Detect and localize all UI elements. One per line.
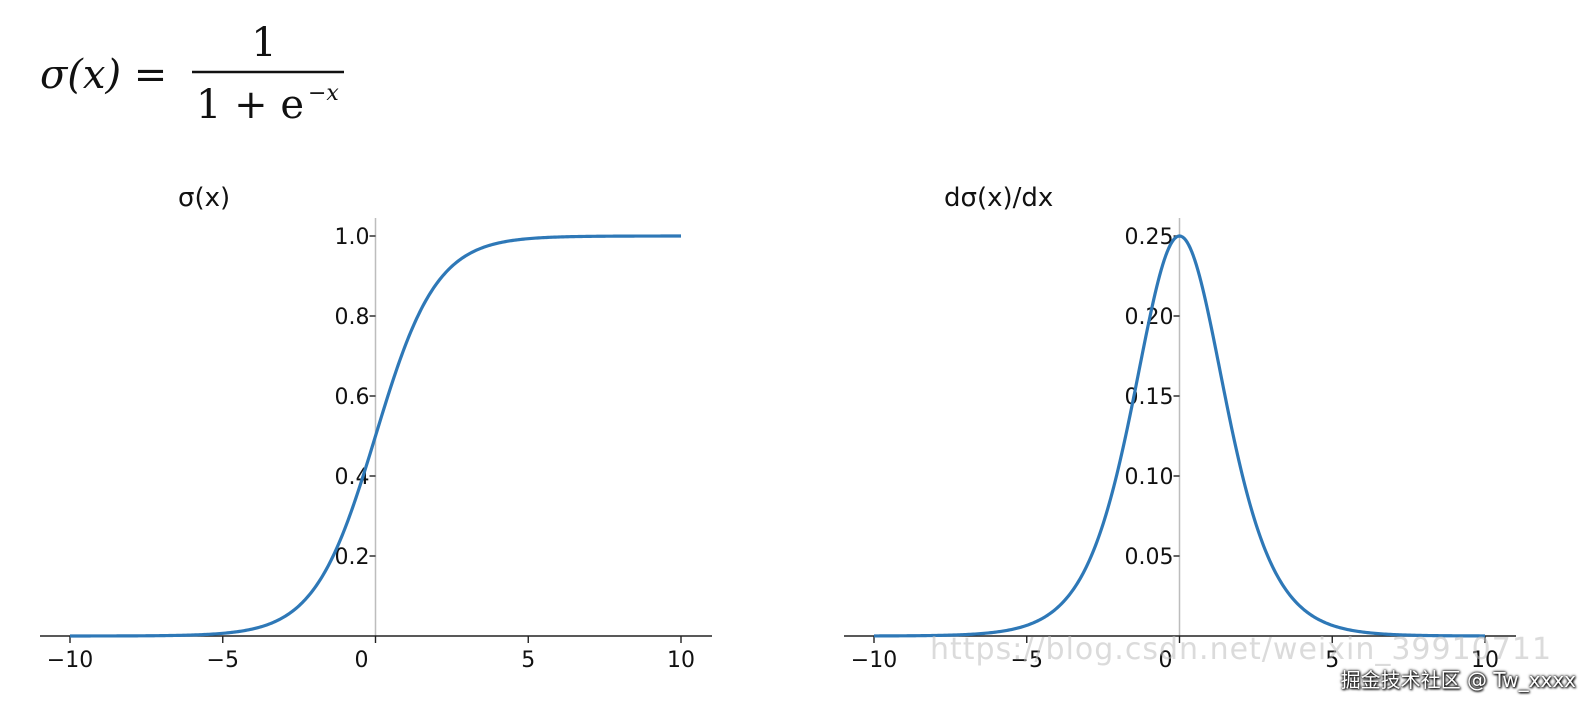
x-tick-label: −10 [47, 648, 93, 673]
x-tick-label: 0 [355, 648, 369, 673]
sigmoid-chart: σ(x) −10 −5 0 5 100.20.40.60.81.0 [40, 183, 712, 673]
watermark: https://blog.csdn.net/weixin_39910711 [930, 632, 1553, 667]
formula-denominator: 1 + e [196, 82, 304, 128]
x-tick-label: −5 [1011, 648, 1043, 673]
credit-label: 掘金技术社区 @ Tw_xxxx [1340, 668, 1576, 692]
x-tick-label: 0 [1159, 648, 1173, 673]
formula-lhs: σ(x) = [40, 52, 167, 98]
y-tick-label: 0.6 [335, 385, 370, 410]
y-tick-label: 0.10 [1125, 465, 1174, 490]
x-tick-label: 5 [1325, 648, 1339, 673]
series-line [69, 234, 682, 638]
chart-title-sigmoid: σ(x) [178, 183, 230, 213]
x-tick-label: 10 [1471, 648, 1499, 673]
x-tick-label: −5 [207, 648, 239, 673]
sigmoid-formula: σ(x) = 1 1 + e −x [36, 14, 376, 134]
y-tick-label: 0.2 [335, 545, 370, 570]
y-tick-label: 1.0 [335, 225, 370, 250]
formula-exponent: −x [308, 81, 339, 106]
y-tick-label: 0.05 [1125, 545, 1174, 570]
chart-title-derivative: dσ(x)/dx [944, 183, 1053, 213]
x-tick-label: 5 [521, 648, 535, 673]
sigmoid-derivative-chart: dσ(x)/dx −10 −5 0 5 100.050.100.150.200.25 [844, 183, 1516, 673]
x-tick-label: −10 [851, 648, 897, 673]
x-tick-label: 10 [667, 648, 695, 673]
y-tick-label: 0.25 [1125, 225, 1174, 250]
y-tick-label: 0.8 [335, 305, 370, 330]
series-line [873, 234, 1486, 638]
formula-numerator: 1 [251, 20, 276, 66]
